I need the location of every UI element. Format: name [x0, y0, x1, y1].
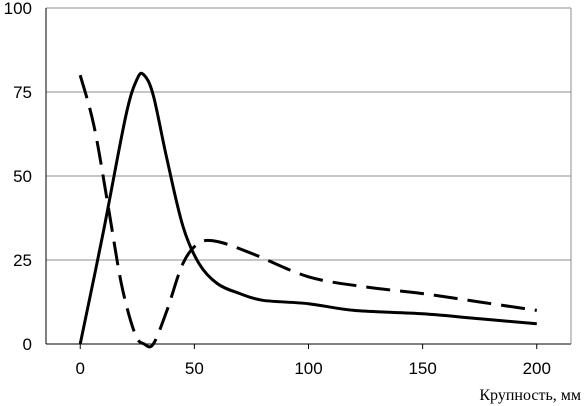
- y-tick-label-3: 75: [13, 83, 32, 102]
- x-axis-title: Крупность, мм: [479, 387, 581, 404]
- tick-labels: 0 25 50 75 100 0 50 100 150 200: [4, 0, 551, 378]
- y-tick-label-1: 25: [13, 251, 32, 270]
- y-tick-label-0: 0: [23, 335, 32, 354]
- x-tick-label-3: 150: [408, 359, 436, 378]
- series: [78, 71, 538, 349]
- x-tick-label-0: 0: [76, 359, 85, 378]
- x-tick-label-2: 100: [294, 359, 322, 378]
- solid-series-line: [78, 71, 537, 345]
- axes: [45, 8, 572, 349]
- dashed-series-line: [78, 74, 538, 349]
- x-tick-label-4: 200: [523, 359, 551, 378]
- y-tick-label-2: 50: [13, 167, 32, 186]
- grid-lines: [46, 7, 571, 261]
- x-tick-label-1: 50: [185, 359, 204, 378]
- y-tick-label-4: 100: [4, 0, 32, 18]
